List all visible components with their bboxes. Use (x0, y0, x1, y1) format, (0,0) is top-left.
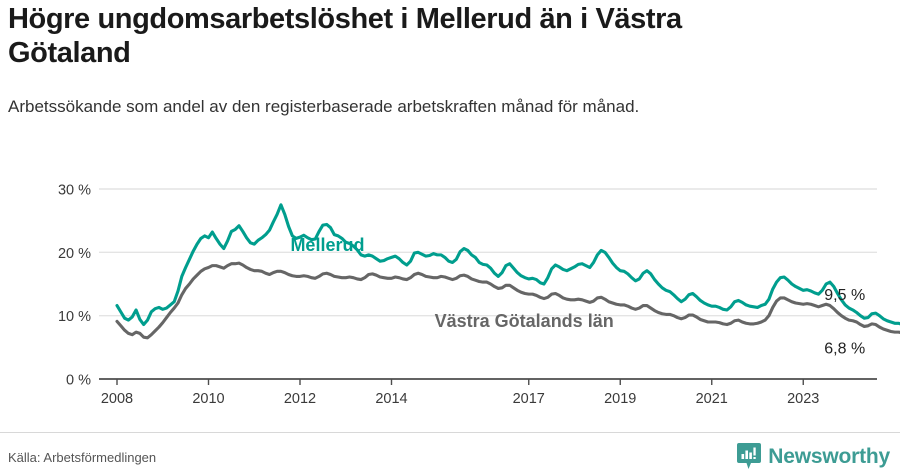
source-note: Källa: Arbetsförmedlingen (8, 450, 157, 465)
x-axis-tick-label: 2023 (787, 391, 819, 407)
y-axis-tick-label: 30 % (58, 183, 91, 199)
series-line-mellerud (115, 203, 900, 327)
brand-logo: Newsworthy (737, 443, 890, 470)
page-title: Högre ungdomsarbetslöshet i Mellerud än … (8, 3, 682, 69)
chart-container: 0 % 10 % 20 % 30 % 2008 2010 2012 2014 2017 2019 2… (0, 168, 900, 430)
line-chart: 0 % 10 % 20 % 30 % 2008 2010 2012 2014 2017 2019 2… (58, 183, 900, 407)
x-axis-tick-label: 2008 (101, 391, 133, 407)
series-end-value-label: 9,5 % (824, 287, 865, 304)
series-inline-label: Mellerud (290, 235, 364, 255)
x-axis-tick-label: 2019 (604, 391, 636, 407)
footer-divider (0, 432, 900, 433)
series-end-value-label: 6,8 % (824, 341, 865, 358)
series-line-v-stra-g-talands-l-n (115, 261, 900, 340)
x-axis-tick-label: 2021 (696, 391, 728, 407)
brand-name: Newsworthy (768, 444, 890, 468)
y-axis-tick-label: 20 % (58, 246, 91, 262)
newsworthy-logo-icon (737, 443, 762, 469)
y-axis-tick-label: 10 % (58, 309, 91, 325)
x-axis-tick-label: 2010 (192, 391, 224, 407)
page-subtitle: Arbetssökande som andel av den registerb… (8, 97, 640, 116)
y-axis-tick-label: 0 % (66, 373, 91, 389)
x-axis-tick-label: 2014 (375, 391, 407, 407)
x-axis-tick-label: 2012 (284, 391, 316, 407)
x-axis-tick-label: 2017 (513, 391, 545, 407)
series-inline-label: Västra Götalands län (435, 311, 614, 331)
